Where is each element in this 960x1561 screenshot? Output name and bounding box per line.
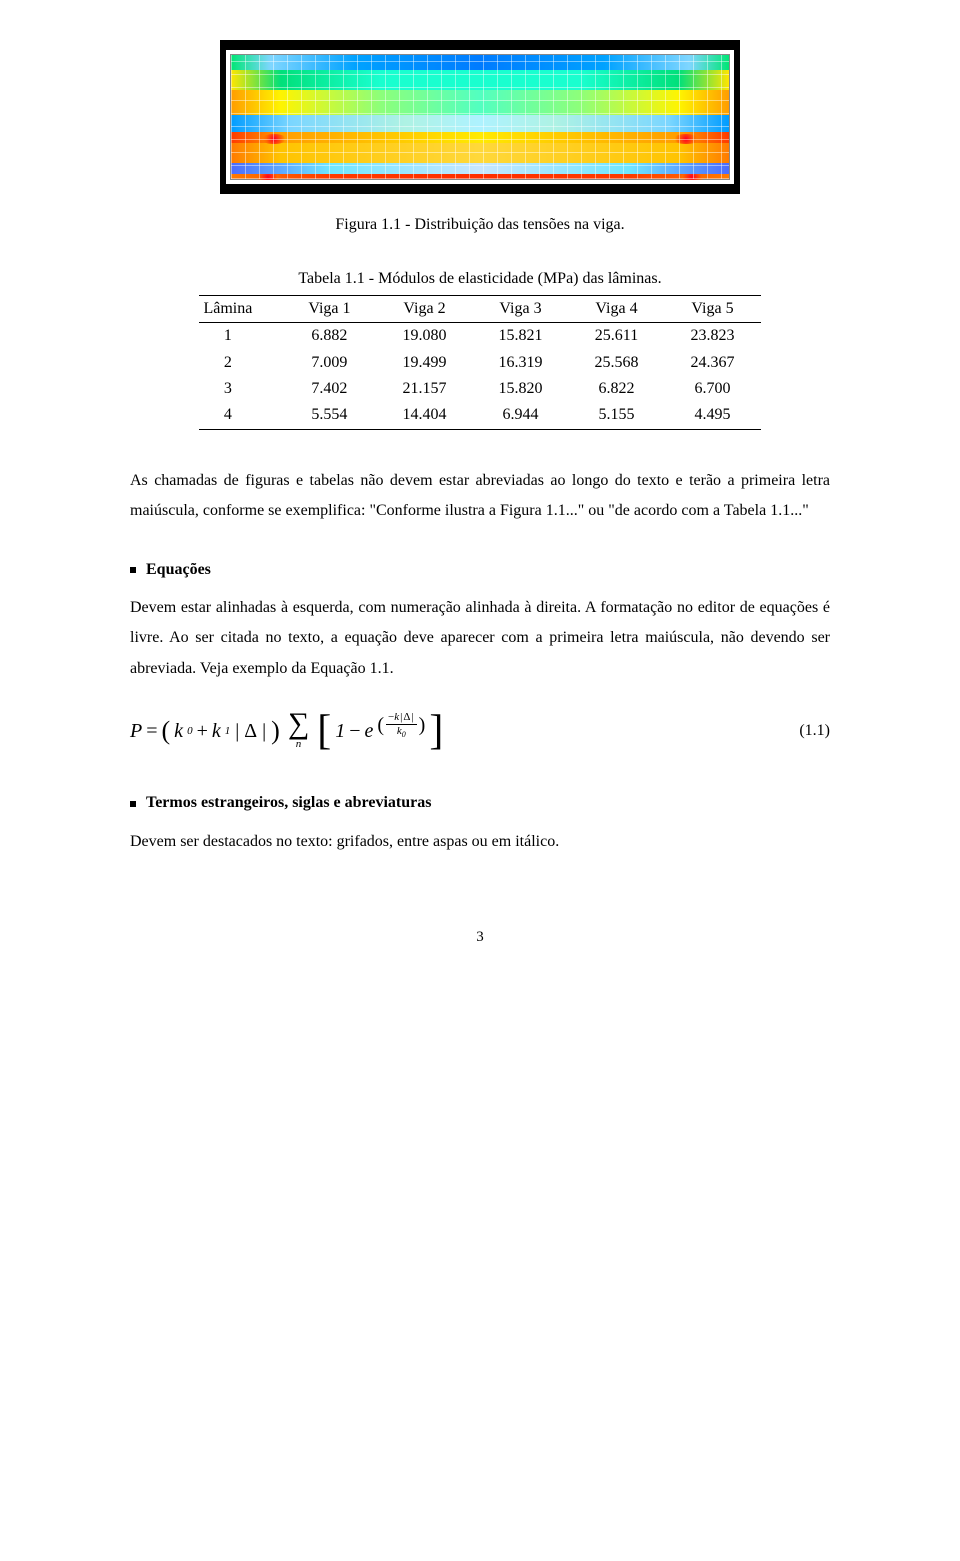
contour-plot (230, 54, 730, 180)
exp-delta: Δ (403, 711, 410, 723)
section-heading-termos: Termos estrangeiros, siglas e abreviatur… (130, 792, 830, 814)
equation: P = ( k0 + k1 | Δ | ) ∑ n [ 1 − e ( −k|Δ… (130, 710, 443, 752)
cell: 7.402 (282, 376, 376, 402)
col-h: Viga 5 (665, 295, 761, 322)
cell: 4.495 (665, 402, 761, 429)
eq-exponent: ( −k|Δ| k0 ) (377, 711, 425, 739)
sum-index: n (296, 737, 302, 752)
cell: 23.823 (665, 323, 761, 350)
bullet-icon (130, 567, 136, 573)
figure-caption: Figura 1.1 - Distribuição das tensões na… (130, 214, 830, 236)
cell: 1 (199, 323, 282, 350)
cell: 15.820 (473, 376, 569, 402)
paragraph: As chamadas de figuras e tabelas não dev… (130, 466, 830, 527)
eq-one: 1 (335, 717, 345, 745)
section-title: Termos estrangeiros, siglas e abreviatur… (146, 792, 431, 814)
eq-k0-sub: 0 (187, 724, 193, 739)
section-heading-equacoes: Equações (130, 559, 830, 581)
paren-close: ) (271, 713, 280, 749)
page-number: 3 (130, 927, 830, 948)
col-h: Viga 2 (377, 295, 473, 322)
cell: 6.700 (665, 376, 761, 402)
cell: 5.155 (569, 402, 665, 429)
data-table: Lâmina Viga 1 Viga 2 Viga 3 Viga 4 Viga … (199, 295, 760, 430)
eq-delta: Δ (244, 717, 257, 745)
eq-e: e (364, 717, 373, 745)
equation-number: (1.1) (799, 720, 830, 742)
cell: 6.944 (473, 402, 569, 429)
eq-k0: k (174, 717, 183, 745)
cell: 25.568 (569, 350, 665, 376)
paren-open: ( (162, 713, 171, 749)
table-row: 3 7.402 21.157 15.820 6.822 6.700 (199, 376, 760, 402)
table-row: 2 7.009 19.499 16.319 25.568 24.367 (199, 350, 760, 376)
table-row: 4 5.554 14.404 6.944 5.155 4.495 (199, 402, 760, 429)
cell: 24.367 (665, 350, 761, 376)
cell: 5.554 (282, 402, 376, 429)
table-header-row: Lâmina Viga 1 Viga 2 Viga 3 Viga 4 Viga … (199, 295, 760, 322)
col-h: Viga 4 (569, 295, 665, 322)
eq-P: P (130, 717, 142, 745)
cell: 7.009 (282, 350, 376, 376)
paragraph: Devem estar alinhadas à esquerda, com nu… (130, 593, 830, 684)
cell: 2 (199, 350, 282, 376)
eq-equals: = (146, 717, 157, 745)
sum-icon: ∑ n (288, 710, 309, 752)
bracket-close: ] (429, 717, 443, 746)
bracket-open: [ (317, 717, 331, 746)
cell: 14.404 (377, 402, 473, 429)
equation-row: P = ( k0 + k1 | Δ | ) ∑ n [ 1 − e ( −k|Δ… (130, 710, 830, 752)
table-row: 1 6.882 19.080 15.821 25.611 23.823 (199, 323, 760, 350)
abs-bar: | (234, 717, 240, 745)
paragraph: Devem ser destacados no texto: grifados,… (130, 827, 830, 857)
eq-minus: − (349, 717, 360, 745)
col-h: Lâmina (199, 295, 282, 322)
figure-frame (220, 40, 740, 194)
cell: 21.157 (377, 376, 473, 402)
cell: 6.822 (569, 376, 665, 402)
cell: 19.080 (377, 323, 473, 350)
cell: 15.821 (473, 323, 569, 350)
section-title: Equações (146, 559, 211, 581)
col-h: Viga 1 (282, 295, 376, 322)
abs-bar: | (261, 717, 267, 745)
cell: 25.611 (569, 323, 665, 350)
cell: 4 (199, 402, 282, 429)
eq-k1-sub: 1 (225, 724, 231, 739)
bullet-icon (130, 801, 136, 807)
cell: 6.882 (282, 323, 376, 350)
cell: 16.319 (473, 350, 569, 376)
exp-den-sub: 0 (402, 730, 406, 739)
table-caption: Tabela 1.1 - Módulos de elasticidade (MP… (130, 268, 830, 290)
col-h: Viga 3 (473, 295, 569, 322)
eq-plus: + (197, 717, 208, 745)
figure-container (220, 40, 740, 194)
cell: 19.499 (377, 350, 473, 376)
cell: 3 (199, 376, 282, 402)
eq-k1: k (212, 717, 221, 745)
